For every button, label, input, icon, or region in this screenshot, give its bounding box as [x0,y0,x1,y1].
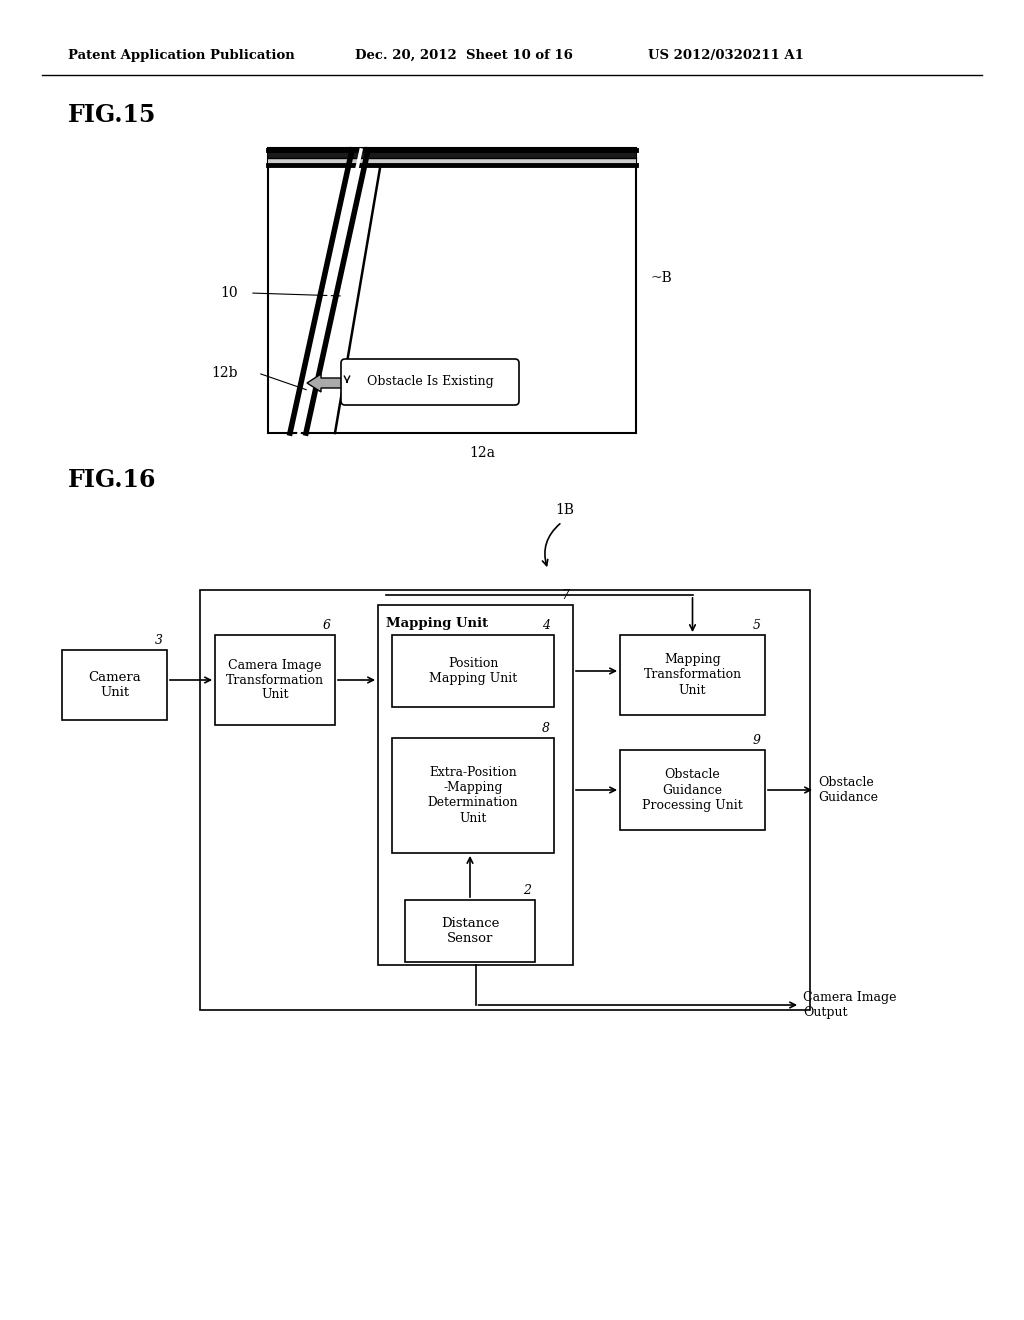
Text: 4: 4 [542,619,550,632]
FancyArrow shape [307,374,345,392]
Text: 9: 9 [753,734,761,747]
Text: 6: 6 [323,619,331,632]
Text: US 2012/0320211 A1: US 2012/0320211 A1 [648,49,804,62]
Text: Dec. 20, 2012  Sheet 10 of 16: Dec. 20, 2012 Sheet 10 of 16 [355,49,572,62]
Text: Camera
Unit: Camera Unit [88,671,141,700]
Text: Position
Mapping Unit: Position Mapping Unit [429,657,517,685]
Bar [392,738,554,853]
Text: Camera Image
Output: Camera Image Output [803,991,896,1019]
Bar [406,900,535,962]
Bar [378,605,573,965]
Text: 5: 5 [753,619,761,632]
Text: Distance
Sensor: Distance Sensor [440,917,499,945]
Text: FIG.16: FIG.16 [68,469,157,492]
Text: Mapping
Transformation
Unit: Mapping Transformation Unit [643,653,741,697]
FancyBboxPatch shape [341,359,519,405]
Bar [392,635,554,708]
Text: Mapping Unit: Mapping Unit [386,616,488,630]
Text: Camera Image
Transformation
Unit: Camera Image Transformation Unit [226,659,324,701]
Bar [200,590,810,1010]
Text: ~B: ~B [651,271,673,285]
Bar [620,635,765,715]
Text: Obstacle
Guidance
Processing Unit: Obstacle Guidance Processing Unit [642,768,742,812]
Text: Patent Application Publication: Patent Application Publication [68,49,295,62]
Bar [62,649,167,719]
Text: 12a: 12a [469,446,495,459]
Text: 2: 2 [523,884,531,898]
Text: 3: 3 [155,634,163,647]
Bar [268,148,636,433]
Text: 7: 7 [561,589,569,602]
Text: Obstacle Is Existing: Obstacle Is Existing [367,375,494,388]
Text: 1B: 1B [555,503,574,517]
Text: Extra-Position
-Mapping
Determination
Unit: Extra-Position -Mapping Determination Un… [428,767,518,825]
Text: 8: 8 [542,722,550,735]
Bar [215,635,335,725]
Text: 12b: 12b [212,366,238,380]
Text: Obstacle
Guidance: Obstacle Guidance [818,776,878,804]
Text: 10: 10 [220,286,238,300]
Bar [268,150,636,158]
Bar [620,750,765,830]
Bar [268,158,636,165]
Text: FIG.15: FIG.15 [68,103,157,127]
